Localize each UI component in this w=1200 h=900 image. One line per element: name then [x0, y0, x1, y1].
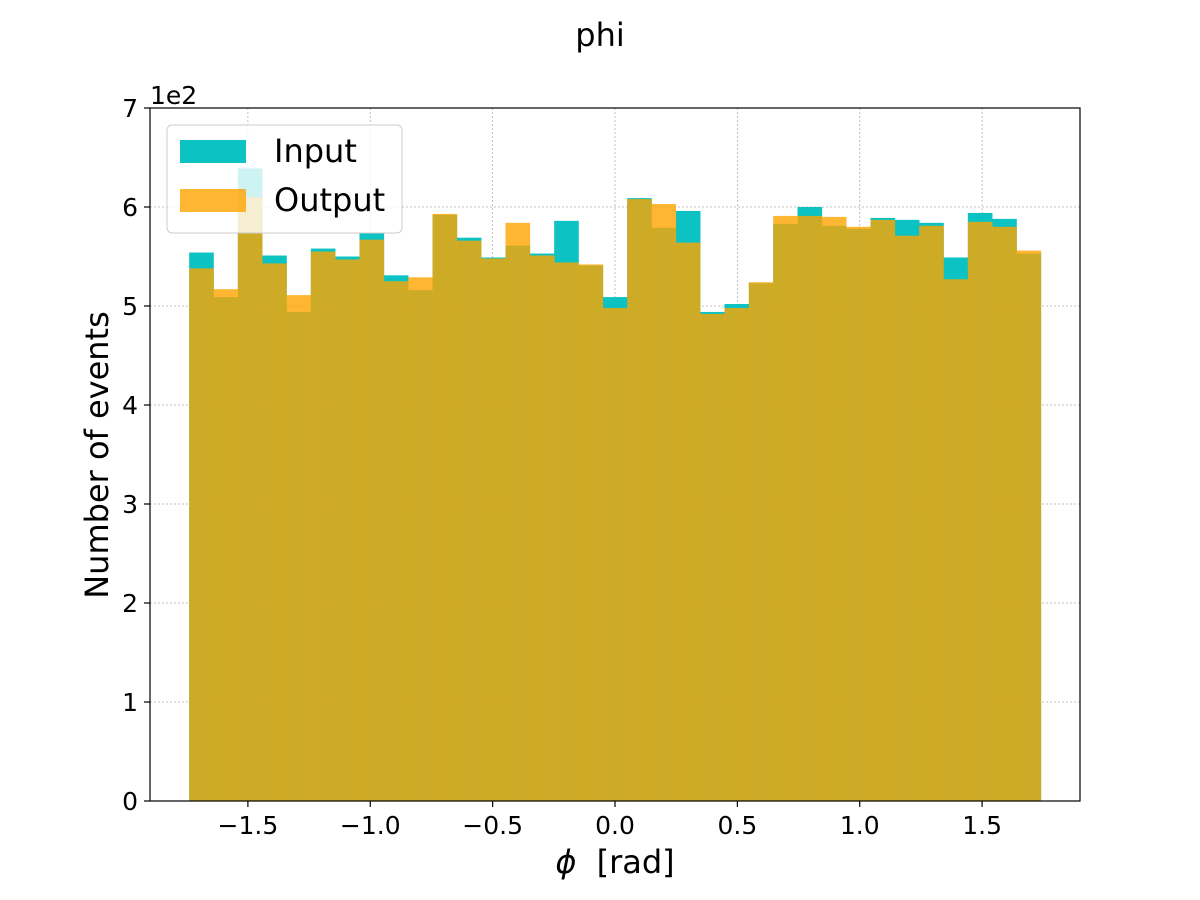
output-bar [651, 204, 677, 801]
output-bar [846, 226, 871, 802]
output-bar [578, 264, 604, 801]
x-tick-label: −1.0 [340, 811, 401, 840]
x-axis-ticks: −1.5 −1.0 −0.5 0.0 0.5 1.0 1.5 [218, 801, 1002, 840]
output-bar [189, 268, 214, 801]
output-bar [1016, 250, 1042, 801]
output-bar [310, 251, 336, 802]
x-tick-label: −0.5 [462, 811, 523, 840]
output-bar [773, 215, 798, 801]
output-bar [870, 219, 896, 801]
y-axis-label: Number of events [78, 311, 116, 599]
y-tick-label: 0 [122, 787, 138, 816]
legend-swatch-output [180, 189, 246, 212]
y-tick-label: 7 [122, 94, 138, 123]
output-bar [213, 289, 239, 801]
output-bar [335, 259, 360, 802]
output-bar [967, 221, 993, 802]
x-axis-label: ϕ [rad] [555, 843, 674, 881]
legend-label-output: Output [274, 181, 385, 219]
y-tick-label: 2 [122, 589, 138, 618]
legend-label-input: Input [274, 132, 357, 170]
legend-swatch-input [180, 140, 246, 163]
output-series-bars [189, 197, 1042, 802]
output-bar [262, 263, 287, 801]
output-bar [627, 199, 652, 801]
output-bar [554, 262, 579, 801]
output-bar [748, 282, 774, 801]
output-bar [797, 215, 823, 801]
output-bar [894, 235, 920, 801]
output-bar [602, 307, 628, 801]
y-axis-ticks: 0 1 2 3 4 5 6 7 [122, 94, 150, 816]
output-bar [432, 213, 458, 801]
chart-title: phi [575, 16, 624, 54]
output-bar [529, 255, 555, 801]
y-axis-offset-label: 1e2 [150, 81, 197, 110]
output-bar [359, 239, 385, 802]
x-tick-label: 1.0 [840, 811, 880, 840]
output-bar [505, 222, 531, 802]
output-bar [992, 226, 1017, 802]
output-bar [456, 240, 482, 801]
x-tick-label: 0.0 [595, 811, 635, 840]
y-tick-label: 1 [122, 688, 138, 717]
output-bar [675, 242, 701, 801]
output-bar [919, 225, 944, 801]
x-axis-label-symbol: ϕ [555, 843, 576, 881]
output-bar [724, 307, 750, 801]
output-bar [821, 216, 847, 801]
output-bar [408, 277, 433, 801]
y-tick-label: 4 [122, 391, 138, 420]
output-bar [237, 197, 263, 802]
legend: Input Output [166, 124, 403, 234]
output-bar [481, 258, 506, 802]
output-bar [700, 313, 725, 801]
x-tick-label: 0.5 [717, 811, 757, 840]
y-tick-label: 3 [122, 490, 138, 519]
y-tick-label: 6 [122, 193, 138, 222]
x-tick-label: −1.5 [218, 811, 279, 840]
output-bar [383, 281, 409, 801]
output-bar [286, 295, 312, 801]
y-tick-label: 5 [122, 292, 138, 321]
x-axis-label-unit: [rad] [597, 843, 675, 881]
output-bar [943, 279, 969, 801]
x-tick-label: 1.5 [962, 811, 1002, 840]
